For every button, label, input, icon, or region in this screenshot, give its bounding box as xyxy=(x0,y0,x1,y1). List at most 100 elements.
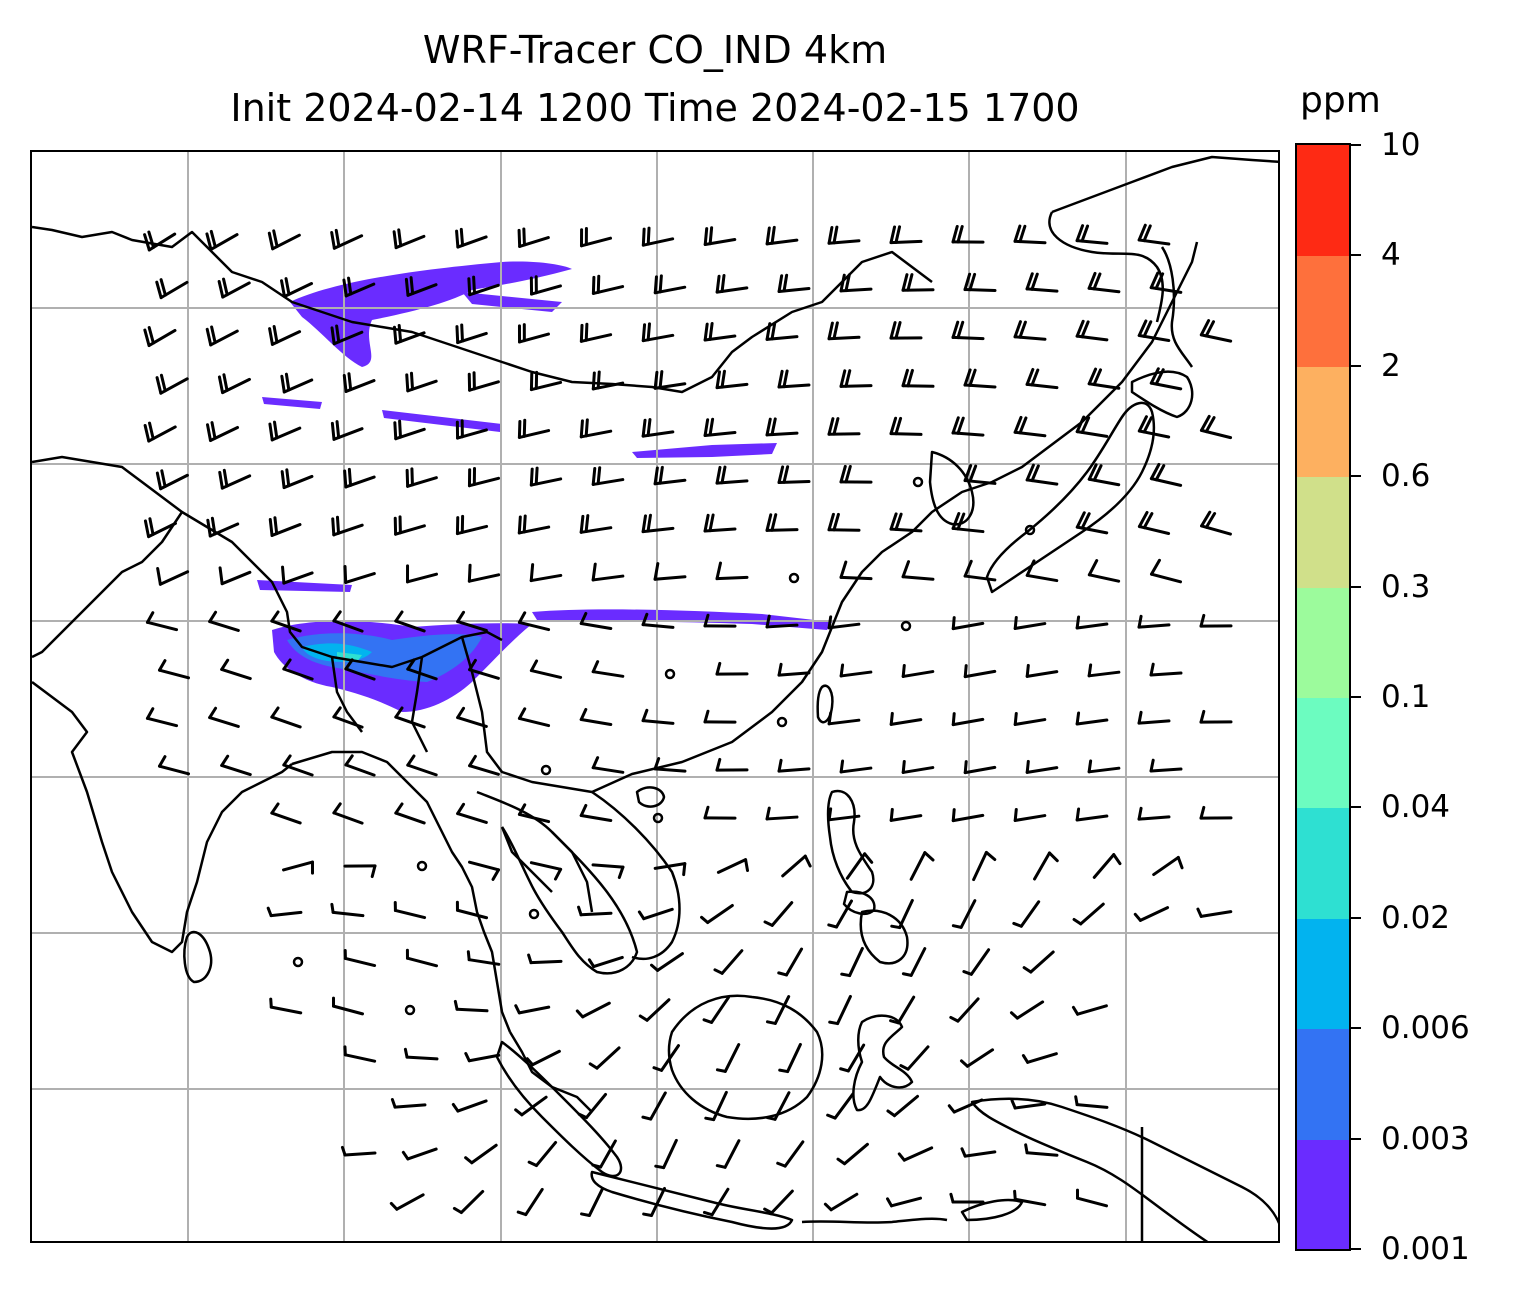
wind-barb xyxy=(1013,320,1047,341)
wind-barb xyxy=(529,466,563,487)
wind-barb xyxy=(641,708,675,725)
wind-barb xyxy=(156,567,190,586)
wind-barb xyxy=(527,1140,558,1168)
wind-barb xyxy=(466,950,501,966)
colorbar-tick-label: 0.6 xyxy=(1381,458,1431,495)
wind-barb xyxy=(889,321,923,340)
colorbar-tick xyxy=(1351,1137,1361,1140)
wind-barb xyxy=(394,802,426,825)
wind-barb xyxy=(393,900,427,920)
borders-interior xyxy=(32,225,933,913)
wind-barb xyxy=(664,668,676,680)
wind-barb xyxy=(1199,613,1233,628)
wind-barb xyxy=(765,513,799,532)
wind-barb xyxy=(517,323,550,344)
wind-barb xyxy=(208,610,240,632)
wind-barb xyxy=(579,707,613,727)
wind-barb xyxy=(528,908,540,920)
wind-barb xyxy=(702,1187,730,1217)
wind-barb xyxy=(405,371,438,393)
wind-barb xyxy=(143,517,177,539)
wind-barb xyxy=(951,808,985,823)
wind-barb xyxy=(218,468,252,490)
wind-barb xyxy=(517,707,551,728)
wind-barb xyxy=(972,850,997,882)
wind-barb xyxy=(332,802,364,825)
wind-barb xyxy=(579,803,613,823)
wind-barb xyxy=(343,467,376,489)
wind-barb xyxy=(765,417,799,437)
wind-barb xyxy=(828,994,852,1026)
colorbar-tick xyxy=(1351,1248,1361,1250)
wind-barb xyxy=(206,421,240,443)
coastline-luzon xyxy=(826,789,875,895)
wind-barb xyxy=(963,760,997,775)
wind-barb xyxy=(340,1145,377,1157)
wind-barb xyxy=(638,998,671,1022)
wind-barb xyxy=(467,275,500,297)
coastline-visayas xyxy=(842,890,876,916)
wind-barb xyxy=(912,476,924,488)
wind-barb xyxy=(703,805,737,820)
colorbar-segment xyxy=(1297,1028,1349,1140)
colorbar-segment xyxy=(1297,365,1349,478)
wind-barb xyxy=(394,706,426,729)
wind-barb xyxy=(1072,902,1105,926)
wind-barb xyxy=(715,661,749,676)
wind-barb xyxy=(776,1140,805,1168)
wind-barb xyxy=(889,807,923,822)
wind-barb xyxy=(579,227,613,248)
wind-barb xyxy=(715,757,749,772)
wind-barb xyxy=(1149,367,1183,391)
wind-barb xyxy=(1137,319,1171,343)
wind-barb xyxy=(836,1142,869,1166)
coastline-sulawesi xyxy=(852,1014,914,1112)
wind-barb xyxy=(529,563,563,583)
wind-barb xyxy=(266,906,303,918)
wind-barb xyxy=(393,419,426,441)
wind-barb xyxy=(777,273,811,294)
colorbar-tick xyxy=(1351,806,1361,809)
wind-barb xyxy=(455,227,488,249)
wind-barb xyxy=(575,1001,611,1019)
wind-barb xyxy=(404,276,438,297)
wind-barb xyxy=(155,278,189,300)
map-title-line-1: WRF-Tracer CO_IND 4km xyxy=(422,28,888,72)
wind-barb xyxy=(963,559,997,582)
tracer-streak-3 xyxy=(632,443,777,458)
wind-barb xyxy=(517,418,551,439)
wind-barb xyxy=(1133,906,1170,922)
wind-barb xyxy=(280,468,314,490)
wind-barb xyxy=(514,1004,551,1015)
wind-barb xyxy=(641,418,675,438)
wind-barb xyxy=(703,709,737,724)
wind-barb xyxy=(403,1047,439,1061)
wind-barb xyxy=(827,321,861,341)
wind-barb xyxy=(962,948,991,976)
wind-barb xyxy=(703,226,737,247)
wind-barb xyxy=(517,611,551,632)
coastline-japan-north xyxy=(1130,370,1194,419)
wind-barb xyxy=(405,467,438,488)
wind-barb xyxy=(901,273,935,292)
wind-barb xyxy=(455,419,488,440)
wind-barb xyxy=(641,322,675,343)
wind-barb xyxy=(527,953,563,965)
wind-barb xyxy=(220,658,252,681)
wind-barb xyxy=(839,1043,866,1073)
wind-barb xyxy=(467,563,501,583)
wind-barb xyxy=(889,225,923,245)
wind-barb xyxy=(951,899,977,929)
wind-barb xyxy=(1137,510,1171,535)
wind-barb xyxy=(529,861,563,881)
wind-barb xyxy=(393,515,426,536)
wind-barb xyxy=(343,1045,377,1063)
wind-barb xyxy=(401,1147,438,1161)
wind-barb xyxy=(451,1099,488,1113)
colorbar-segment xyxy=(1297,476,1349,588)
wind-barb xyxy=(529,659,563,679)
wind-barb xyxy=(1013,1189,1047,1207)
wind-barb xyxy=(467,466,501,488)
colorbar-tick xyxy=(1351,585,1361,588)
colorbar-tick xyxy=(1351,475,1361,478)
